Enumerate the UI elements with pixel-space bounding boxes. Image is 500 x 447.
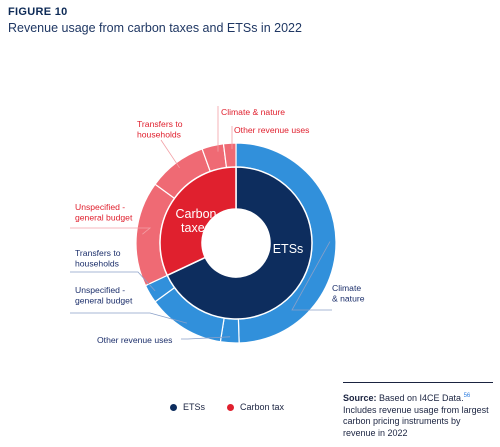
leader-ets-other <box>181 336 231 340</box>
callout-tax-unspecified-line-0: Unspecified - <box>75 202 125 212</box>
leader-ets-unspecified <box>70 312 187 324</box>
figure-title: Revenue usage from carbon taxes and ETSs… <box>8 21 302 35</box>
callout-leaders <box>70 106 332 340</box>
callout-ets-unspecified: Unspecified -general budget <box>75 285 133 306</box>
callout-ets-other: Other revenue uses <box>97 335 172 345</box>
source-note-text: Includes revenue usage from largest carb… <box>343 404 489 438</box>
callout-ets-other-line-0: Other revenue uses <box>97 335 172 345</box>
inner-slice-ets <box>166 166 313 320</box>
inner-label-carbon-taxes-line-0: Carbon <box>176 207 217 221</box>
callout-tax-transfers-line-0: Transfers to <box>137 119 183 129</box>
callout-ets-transfers-line-0: Transfers to <box>75 248 121 258</box>
figure-label: FIGURE 10 <box>8 6 68 18</box>
callout-tax-transfers-line-1: households <box>137 130 181 140</box>
callout-tax-climate-line-0: Climate & nature <box>221 107 285 117</box>
callout-ets-transfers-line-1: households <box>75 259 119 269</box>
callout-labels: Climate & nature Other revenue uses Unspeci… <box>75 107 365 345</box>
legend-item-ets: ETSs <box>170 402 205 412</box>
leader-tax-unspecified <box>70 227 152 235</box>
inner-label-carbon-taxes-line-1: taxes <box>181 221 211 235</box>
source-text: Based on I4CE Data. <box>376 393 464 403</box>
callout-ets-unspecified-line-0: Unspecified - <box>75 285 125 295</box>
inner-slice-carbon-taxes <box>159 166 237 277</box>
inner-ring <box>159 166 313 320</box>
legend-label-ets: ETSs <box>183 402 206 412</box>
callout-tax-other-line-0: Other revenue uses <box>234 125 309 135</box>
source-footnote: 56 <box>463 393 471 399</box>
legend-item-carbon-tax: Carbon tax <box>227 402 284 412</box>
source-note: Source: Based on I4CE Data.56 Includes r… <box>343 382 493 439</box>
legend-swatch-carbon-tax <box>227 403 235 411</box>
leader-ets-transfers <box>70 271 156 292</box>
legend-label-carbon-tax: Carbon tax <box>240 402 285 412</box>
callout-ets-transfers: Transfers to households <box>75 248 121 269</box>
callout-tax-climate: Climate & nature <box>221 107 285 117</box>
callout-ets-climate-line-0: Climate <box>332 283 361 293</box>
callout-ets-climate: Climate & nature <box>332 283 365 304</box>
source-label: Source: <box>343 393 377 403</box>
inner-ring-labels: Carbon taxes ETSs <box>176 207 304 256</box>
leader-tax-transfers <box>160 139 180 169</box>
legend-swatch-ets <box>170 403 177 411</box>
legend: ETSs Carbon tax <box>170 402 284 412</box>
callout-tax-unspecified: Unspecified -general budget <box>75 202 133 223</box>
inner-label-carbon-taxes: Carbon taxes <box>176 207 217 235</box>
callout-tax-other: Other revenue uses <box>234 125 309 135</box>
leader-ets-climate <box>291 241 332 311</box>
callout-ets-unspecified-line-1: general budget <box>75 296 133 306</box>
callout-tax-transfers: Transfers to households <box>137 119 183 140</box>
callout-ets-climate-line-1: & nature <box>332 294 365 304</box>
inner-label-ets: ETSs <box>273 242 304 256</box>
callout-tax-unspecified-line-1: general budget <box>75 213 133 223</box>
